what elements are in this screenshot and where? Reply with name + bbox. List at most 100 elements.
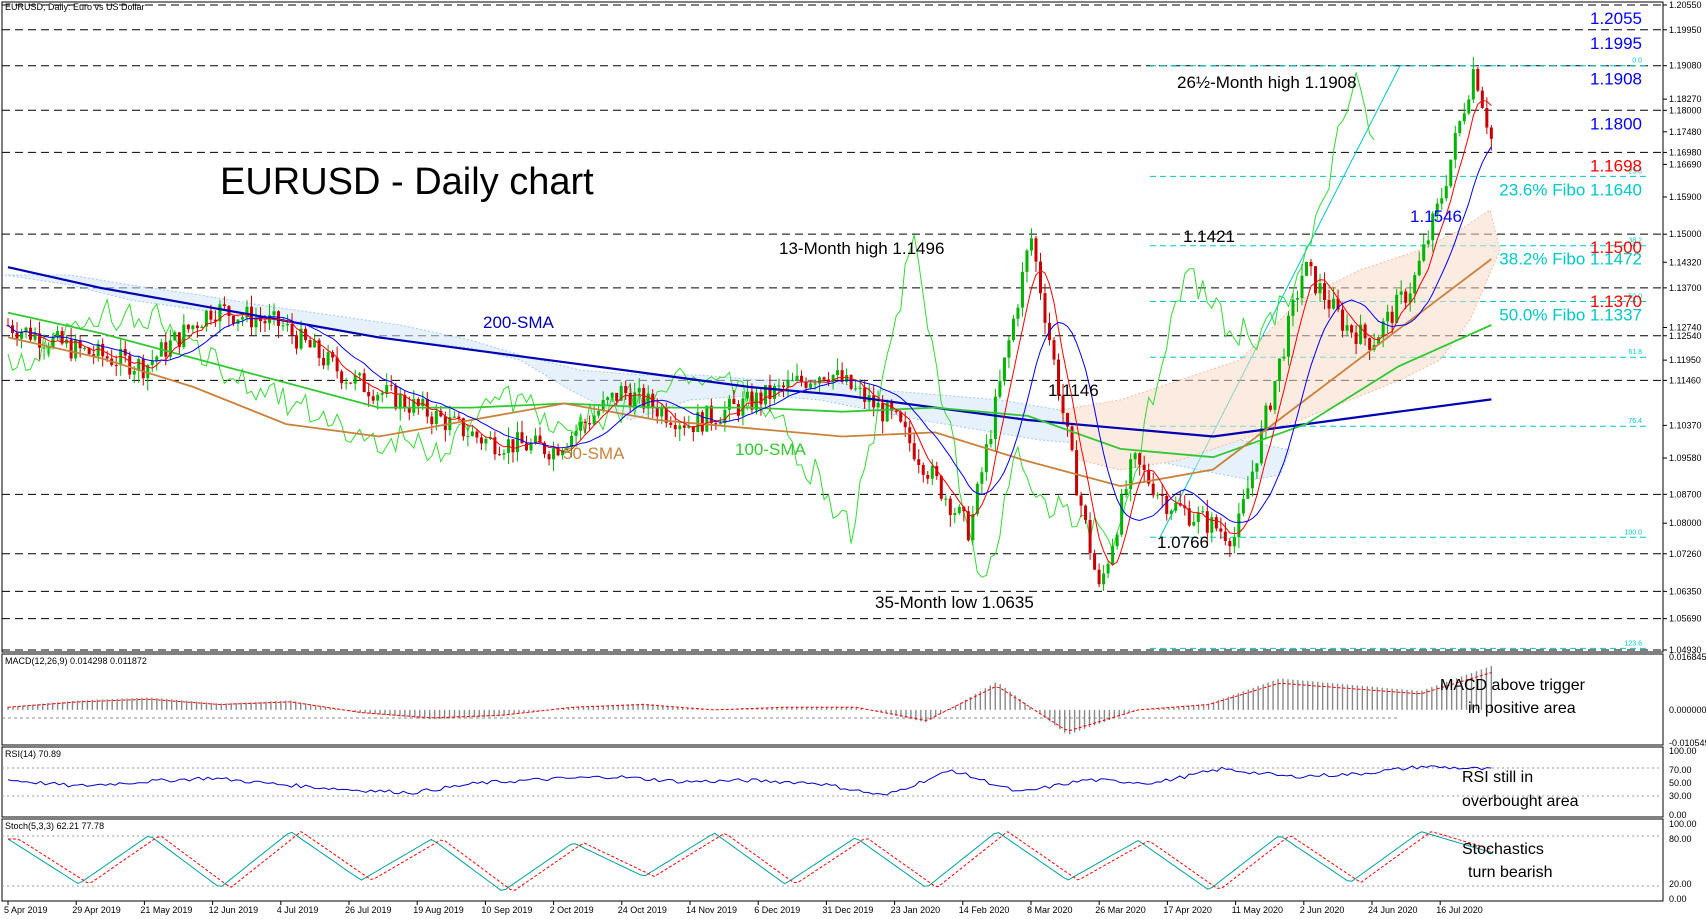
candle-body-228 [1034, 238, 1038, 262]
candle-body-222 [1007, 340, 1011, 358]
candle-body-169 [768, 385, 772, 399]
candle-body-290 [1314, 266, 1318, 294]
rsi-note-line1: RSI still in [1462, 769, 1533, 786]
candle-body-242 [1097, 569, 1101, 585]
candle-body-11 [56, 331, 60, 338]
fibo-pct-5: 76.4 [1628, 418, 1642, 425]
candle-body-256 [1160, 494, 1164, 496]
candle-body-297 [1345, 325, 1349, 331]
candle-body-188 [854, 388, 858, 390]
candle-body-317 [1435, 203, 1439, 214]
candle-body-186 [845, 374, 849, 382]
candle-body-220 [998, 381, 1002, 397]
candle-body-329 [1489, 127, 1493, 139]
candle-body-201 [912, 443, 916, 460]
candle-body-106 [484, 438, 488, 444]
candle-body-319 [1444, 186, 1448, 199]
candle-body-315 [1426, 240, 1430, 245]
macd-signal-line [7, 672, 1492, 732]
candle-body-177 [804, 381, 808, 388]
candle-body-178 [809, 383, 813, 388]
price-tick-label-11: 1.13700 [1669, 283, 1702, 293]
candle-body-321 [1453, 133, 1457, 160]
candle-body-218 [989, 439, 993, 445]
candle-body-168 [763, 385, 767, 405]
candle-body-72 [331, 352, 335, 358]
candle-body-279 [1264, 405, 1268, 429]
stoch-k-line [7, 831, 1492, 891]
candle-body-221 [1002, 357, 1006, 382]
candle-body-257 [1165, 495, 1169, 514]
ichimoku-lines [7, 99, 1492, 566]
candle-body-272 [1232, 537, 1236, 547]
candle-body-312 [1413, 275, 1417, 294]
candle-body-61 [281, 325, 285, 327]
candle-body-323 [1462, 113, 1466, 122]
candle-body-216 [980, 472, 984, 484]
candle-body-184 [836, 370, 840, 376]
candle-body-107 [488, 437, 492, 439]
candle-body-74 [340, 371, 344, 384]
candle-body-234 [1061, 395, 1065, 414]
candle-body-114 [520, 432, 524, 444]
candle-body-95 [434, 410, 438, 425]
candle-body-166 [754, 392, 758, 410]
candle-body-160 [727, 398, 731, 410]
candle-body-55 [254, 319, 258, 328]
candle-body-251 [1138, 453, 1142, 465]
candle-body-69 [317, 340, 321, 358]
price-tick-label-5: 1.17480 [1669, 127, 1702, 137]
price-tick-label-22: 1.05690 [1669, 614, 1702, 624]
candle-body-82 [376, 394, 380, 401]
candle-body-311 [1408, 293, 1412, 303]
candle-body-275 [1246, 488, 1250, 499]
candle-body-81 [371, 396, 375, 401]
date-x-axis: 5 Apr 2019 29 Apr 2019 21 May 2019 12 Jun 2… [4, 901, 1483, 915]
stoch-d-line [8, 830, 1492, 891]
candle-body-14 [69, 339, 73, 359]
price-tick-label-18: 1.08700 [1669, 489, 1702, 499]
candle-body-239 [1084, 505, 1088, 521]
candle-body-229 [1038, 261, 1042, 294]
candle-body-38 [177, 332, 181, 348]
candle-body-194 [881, 402, 885, 422]
candle-body-313 [1417, 260, 1421, 276]
candle-body-62 [286, 324, 290, 326]
candle-body-320 [1449, 159, 1453, 187]
annotation-26-month-high: 26½-Month high 1.1908 [1177, 73, 1357, 92]
candle-body-236 [1070, 426, 1074, 451]
candle-body-217 [984, 444, 988, 473]
candle-body-15 [74, 340, 78, 359]
macd-tick-label-2: -0.010549 [1669, 738, 1706, 748]
sma-line-0 [7, 266, 1492, 438]
candle-body-308 [1395, 294, 1399, 323]
candle-body-80 [367, 391, 371, 397]
candle-body-83 [380, 392, 384, 395]
candle-body-51 [236, 319, 240, 324]
macd-tick-label-0: 0.016845 [1669, 652, 1706, 662]
candle-body-273 [1237, 513, 1241, 538]
chikou-line [7, 72, 1375, 578]
candle-body-4 [24, 327, 28, 333]
candle-body-54 [249, 306, 253, 328]
candle-body-124 [565, 447, 569, 451]
candle-body-253 [1147, 470, 1151, 484]
candle-body-158 [718, 423, 722, 425]
candle-body-109 [497, 454, 501, 456]
candle-body-200 [908, 427, 912, 444]
candle-body-181 [822, 377, 826, 380]
price-tick-label-19: 1.08000 [1669, 518, 1702, 528]
candle-body-100 [457, 416, 461, 419]
candle-body-159 [723, 409, 727, 424]
price-tick-label-7: 1.16690 [1669, 159, 1702, 169]
candle-body-259 [1174, 502, 1178, 511]
candle-body-97 [443, 416, 447, 431]
annotation-1-1546: 1.1546 [1410, 207, 1462, 226]
x-tick-label-12: 31 Dec 2019 [822, 905, 873, 915]
rsi-tick-label-2: 50.00 [1669, 778, 1692, 788]
candle-body-2 [15, 333, 19, 339]
candle-body-36 [168, 340, 172, 357]
rsi-tick-label-0: 100.00 [1669, 746, 1697, 756]
